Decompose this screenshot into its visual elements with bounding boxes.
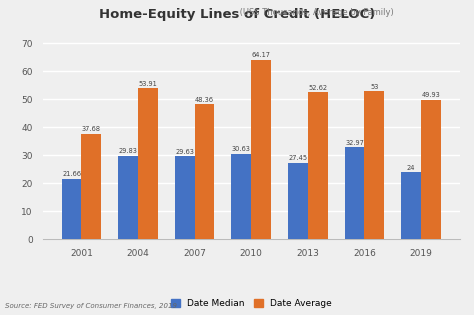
Text: 32.97: 32.97 <box>345 140 364 146</box>
Bar <box>195 104 214 239</box>
Bar <box>401 172 421 239</box>
Bar <box>175 157 195 239</box>
Text: 53.91: 53.91 <box>138 81 157 87</box>
Bar <box>138 89 158 239</box>
Bar <box>308 92 328 239</box>
Bar <box>251 60 271 239</box>
Text: Source: FED Survey of Consumer Finances, 2019: Source: FED Survey of Consumer Finances,… <box>5 303 177 309</box>
Text: Home-Equity Lines of Credit (HELOC): Home-Equity Lines of Credit (HELOC) <box>99 8 375 21</box>
Text: 21.66: 21.66 <box>62 171 81 177</box>
Text: 30.63: 30.63 <box>232 146 251 152</box>
Bar <box>82 134 101 239</box>
Bar <box>118 156 138 239</box>
Text: 52.62: 52.62 <box>308 85 327 91</box>
Bar <box>231 154 251 239</box>
Text: 24: 24 <box>407 165 415 171</box>
Text: 29.63: 29.63 <box>175 149 194 155</box>
Text: 53: 53 <box>370 83 379 89</box>
Bar <box>288 163 308 239</box>
Text: 37.68: 37.68 <box>82 127 101 133</box>
Bar <box>62 179 82 239</box>
Legend: Date Median, Date Average: Date Median, Date Average <box>167 295 335 312</box>
Bar <box>345 147 365 239</box>
Text: (US$ Thousands, Average by Family): (US$ Thousands, Average by Family) <box>237 8 394 17</box>
Bar <box>365 91 384 239</box>
Text: 27.45: 27.45 <box>288 155 308 161</box>
Bar <box>421 100 441 239</box>
Text: 49.93: 49.93 <box>421 92 440 98</box>
Text: 29.83: 29.83 <box>118 148 137 154</box>
Text: 48.36: 48.36 <box>195 97 214 103</box>
Text: 64.17: 64.17 <box>252 52 271 58</box>
